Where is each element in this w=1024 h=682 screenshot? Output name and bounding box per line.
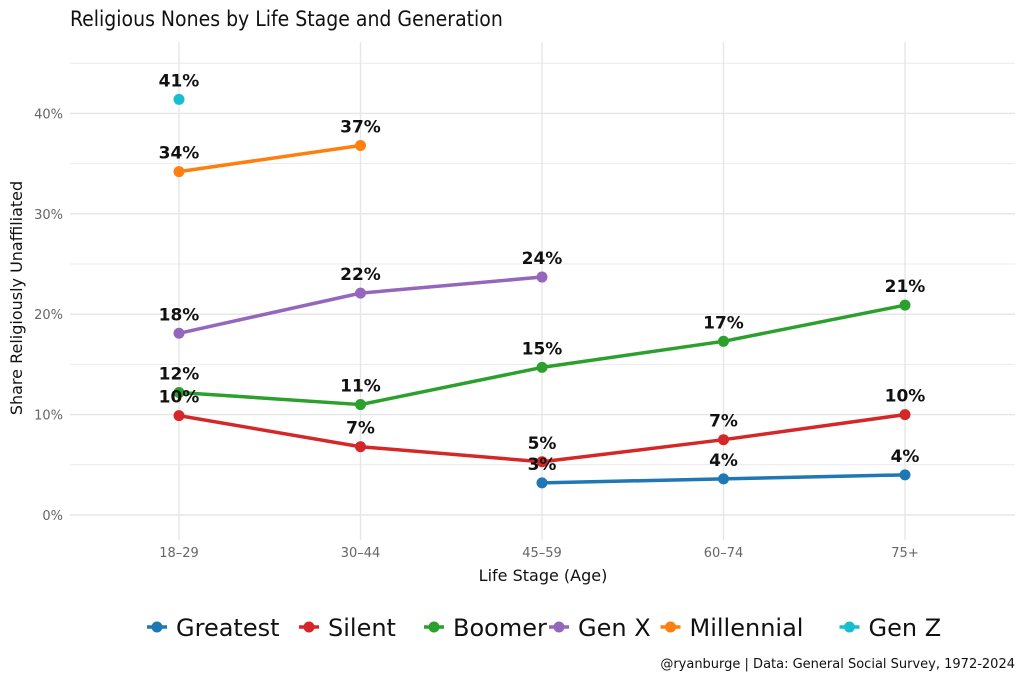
data-point-boomer: [173, 387, 185, 399]
data-label: 12%: [159, 365, 200, 385]
legend-key-point: [553, 621, 565, 633]
data-point-millennial: [173, 166, 185, 178]
series-group: [173, 93, 911, 489]
y-tick-label: 20%: [34, 308, 63, 323]
data-point-boomer: [899, 299, 911, 311]
data-label: 4%: [891, 447, 920, 467]
legend-key-point: [151, 621, 163, 633]
data-point-gen-x: [355, 287, 366, 299]
data-point-millennial: [355, 140, 366, 152]
series-line-millennial: [178, 143, 361, 174]
data-label: 10%: [159, 388, 200, 408]
data-label: 7%: [709, 412, 738, 432]
data-label: 4%: [709, 451, 738, 471]
legend-item-silent: Silent: [299, 614, 396, 642]
data-point-boomer: [718, 335, 729, 347]
data-label: 41%: [159, 71, 200, 91]
data-point-gen-x: [536, 271, 548, 283]
data-point-greatest: [718, 473, 729, 485]
x-axis-title: Life Stage (Age): [479, 566, 608, 585]
data-label: 5%: [528, 434, 557, 454]
legend-item-millennial: Millennial: [660, 614, 804, 642]
data-label: 10%: [885, 387, 926, 407]
data-point-silent: [899, 409, 911, 421]
x-tick-label: 60–74: [704, 546, 744, 561]
x-tick-label: 45–59: [522, 546, 562, 561]
legend-key-point: [303, 621, 315, 633]
caption: @ryanburge | Data: General Social Survey…: [660, 657, 1015, 672]
x-tick-label: 18–29: [159, 546, 199, 561]
legend-item-gen-z: Gen Z: [839, 614, 942, 642]
data-point-silent: [173, 410, 185, 422]
legend-item-greatest: Greatest: [147, 614, 280, 642]
legend-label: Greatest: [176, 614, 280, 642]
data-label: 18%: [159, 305, 200, 325]
legend-key-point: [428, 621, 440, 633]
x-tick-label: 75+: [891, 546, 918, 561]
y-tick-label: 10%: [34, 409, 63, 424]
y-axis: 0% 10% 20% 30% 40%: [34, 107, 63, 524]
data-point-silent: [355, 441, 366, 453]
chart-title: Religious Nones by Life Stage and Genera…: [70, 7, 503, 31]
y-tick-label: 30%: [34, 208, 63, 223]
legend-label: Gen X: [578, 614, 651, 642]
legend-label: Boomer: [453, 614, 547, 642]
data-point-boomer: [355, 399, 366, 411]
data-label: 21%: [885, 277, 926, 297]
data-point-silent: [718, 434, 729, 446]
data-label: 11%: [340, 377, 381, 397]
legend-label: Gen Z: [869, 614, 942, 642]
y-axis-title: Share Religiously Unaffiliated: [7, 181, 26, 415]
data-label: 34%: [159, 144, 200, 164]
data-label: 15%: [522, 339, 563, 359]
data-label: 37%: [340, 118, 381, 138]
legend-label: Millennial: [690, 614, 804, 642]
data-label: 24%: [522, 249, 563, 269]
legend-key-point: [844, 621, 855, 633]
legend-item-gen-x: Gen X: [549, 614, 651, 642]
x-axis: 18–29 30–44 45–59 60–74 75+: [159, 546, 919, 561]
data-point-gen-x: [173, 327, 185, 339]
data-labels: 3% 4% 4% 10% 7% 5% 7% 10% 12% 11% 15% 17% 21% 18% 22% 2…: [159, 71, 926, 475]
data-point-boomer: [536, 361, 548, 373]
data-point-silent: [536, 456, 548, 468]
data-label: 7%: [346, 419, 375, 439]
data-label: 3%: [528, 455, 557, 475]
legend: Greatest Silent Boomer Gen X Millennial Gen Z: [147, 614, 941, 642]
data-point-greatest: [899, 469, 911, 481]
y-tick-label: 0%: [42, 509, 63, 524]
data-point-greatest: [536, 477, 548, 489]
data-point-gen-z: [173, 93, 185, 105]
legend-item-boomer: Boomer: [424, 614, 547, 642]
data-label: 22%: [340, 265, 381, 285]
legend-key-point: [665, 621, 676, 633]
y-tick-label: 40%: [34, 107, 63, 122]
x-tick-label: 30–44: [341, 546, 381, 561]
data-label: 17%: [703, 313, 744, 333]
legend-label: Silent: [328, 614, 396, 642]
